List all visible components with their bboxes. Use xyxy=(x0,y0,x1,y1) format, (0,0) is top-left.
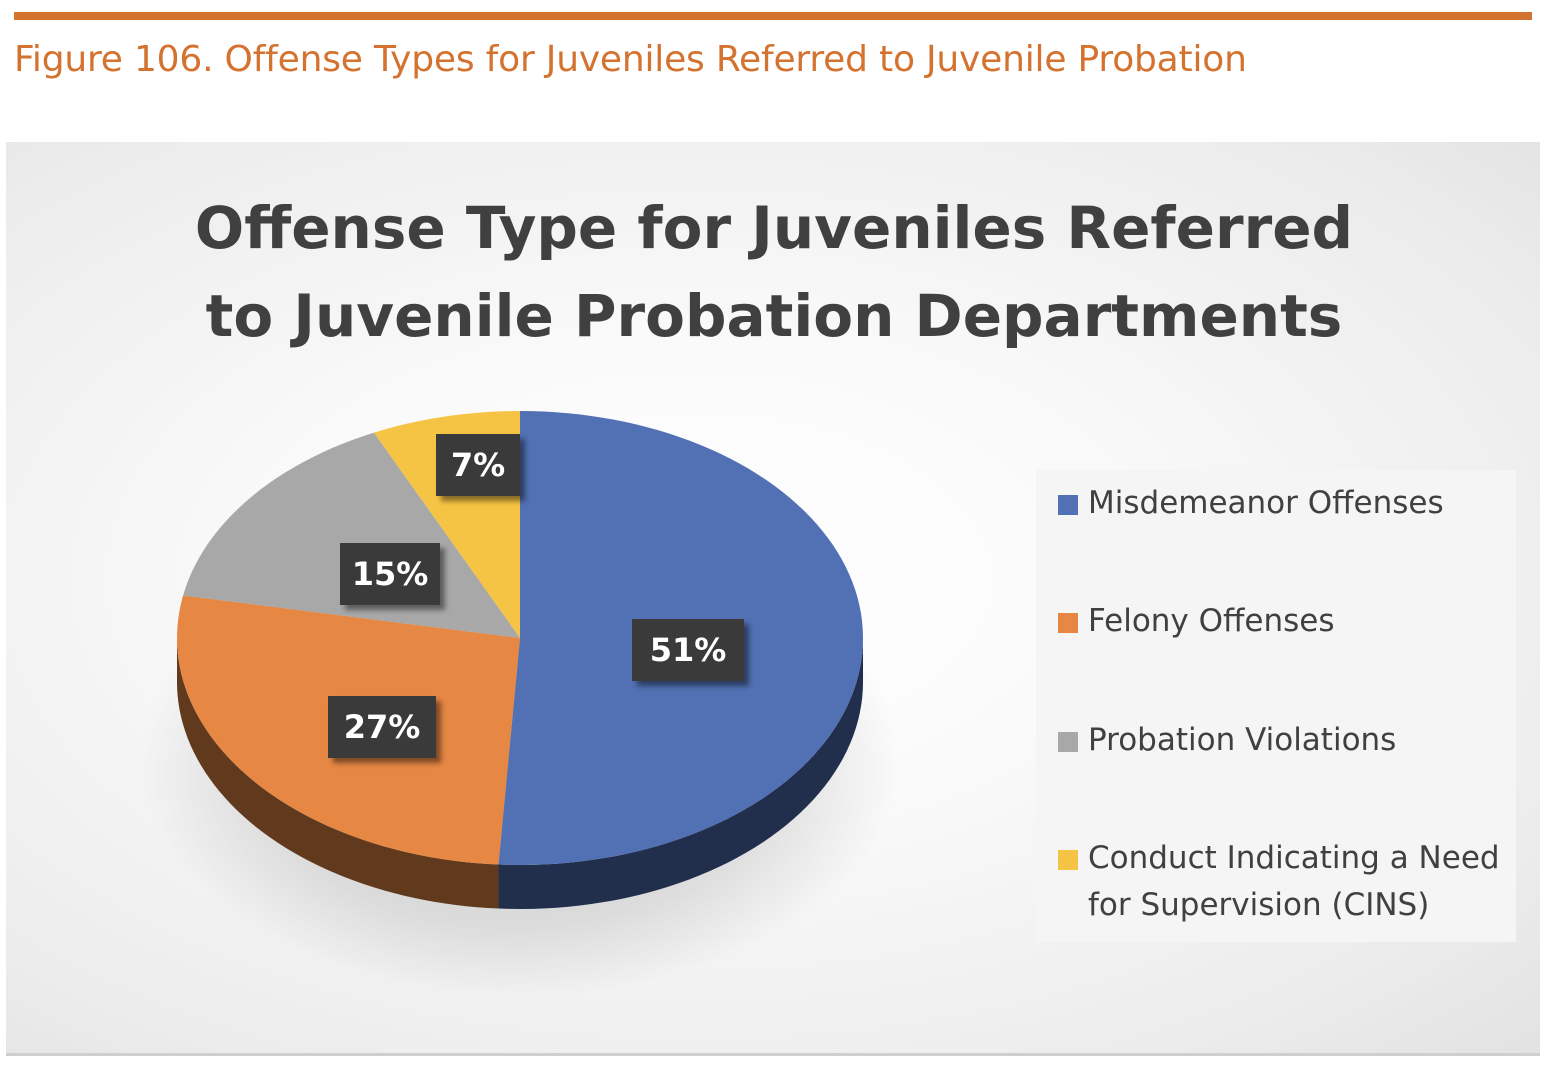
legend-label-line: Felony Offenses xyxy=(1088,603,1335,639)
chart-title: Offense Type for Juveniles Referred to J… xyxy=(66,184,1482,360)
legend: Misdemeanor Offenses Felony Offenses Pro… xyxy=(1036,470,1516,942)
legend-label-line: for Supervision (CINS) xyxy=(1088,887,1430,923)
data-label-felony: 27% xyxy=(328,696,436,758)
data-label-misdemeanor: 51% xyxy=(632,619,744,681)
chart-title-line-2: to Juvenile Probation Departments xyxy=(205,282,1343,350)
legend-label-line: Misdemeanor Offenses xyxy=(1088,485,1444,521)
legend-swatch-felony xyxy=(1058,613,1078,633)
legend-label-line: Probation Violations xyxy=(1088,722,1397,758)
data-label-cins: 7% xyxy=(436,434,520,496)
data-label-probation: 15% xyxy=(340,543,440,605)
pie-tops xyxy=(177,411,863,865)
pie-side-misdemeanor xyxy=(498,638,863,909)
legend-label-line: Conduct Indicating a Need xyxy=(1088,840,1500,876)
pie-side-felony xyxy=(177,638,499,909)
pie-sides xyxy=(177,638,863,909)
legend-label-misdemeanor: Misdemeanor Offenses xyxy=(1088,480,1508,527)
chart-title-line-1: Offense Type for Juveniles Referred xyxy=(194,194,1354,262)
legend-swatch-cins xyxy=(1058,850,1078,870)
legend-label-probation: Probation Violations xyxy=(1088,717,1508,764)
legend-label-cins: Conduct Indicating a Need for Supervisio… xyxy=(1088,835,1508,929)
legend-swatch-misdemeanor xyxy=(1058,495,1078,515)
legend-label-felony: Felony Offenses xyxy=(1088,598,1508,645)
chart-panel: Offense Type for Juveniles Referred to J… xyxy=(6,142,1540,1056)
figure-caption: Figure 106. Offense Types for Juveniles … xyxy=(14,39,1247,80)
caption-top-rule xyxy=(14,12,1532,20)
legend-swatch-probation xyxy=(1058,732,1078,752)
